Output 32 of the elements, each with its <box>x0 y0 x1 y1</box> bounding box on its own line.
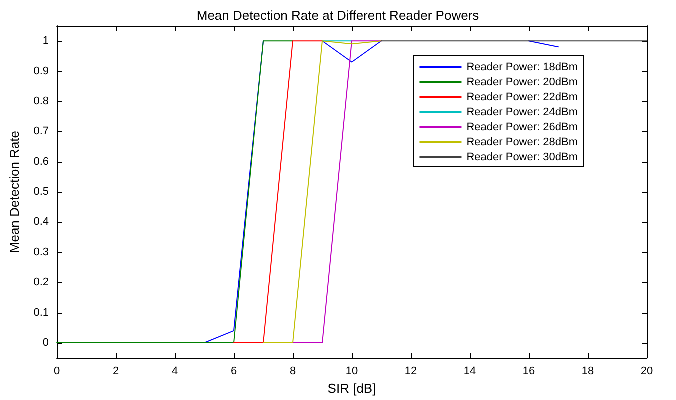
x-tick-label: 10 <box>346 366 358 378</box>
y-tick-label: 0.8 <box>34 95 49 108</box>
legend-label: Reader Power: 18dBm <box>466 62 578 74</box>
chart-title: Mean Detection Rate at Different Reader Powers <box>196 8 480 23</box>
y-tick-label: 1 <box>42 35 49 48</box>
legend-label: Reader Power: 26dBm <box>466 122 578 134</box>
y-tick-label: 0 <box>42 337 49 350</box>
x-tick-label: 6 <box>230 366 238 378</box>
y-tick-label: 0.5 <box>34 186 49 198</box>
x-tick-label: 20 <box>640 366 654 378</box>
legend-label: Reader Power: 28dBm <box>466 136 578 148</box>
x-tick-label: 2 <box>112 366 120 378</box>
x-tick-label: 8 <box>290 366 296 378</box>
y-tick-label: 0.7 <box>34 126 49 138</box>
y-tick-label: 0.1 <box>34 306 49 319</box>
x-tick-label: 4 <box>172 366 178 378</box>
legend-label: Reader Power: 24dBm <box>466 106 578 118</box>
y-tick-label: 0.6 <box>34 156 49 168</box>
y-tick-label: 0.4 <box>34 216 49 228</box>
y-tick-label: 0.9 <box>34 65 49 78</box>
legend-label: Reader Power: 20dBm <box>466 76 578 88</box>
legend-label: Reader Power: 30dBm <box>466 152 578 164</box>
x-tick-label: 16 <box>522 366 536 378</box>
x-tick-label: 0 <box>54 366 60 378</box>
x-axis-title: SIR [dB] <box>328 381 376 396</box>
x-tick-label: 12 <box>404 366 418 378</box>
y-tick-label: 0.2 <box>34 276 49 289</box>
x-tick-label: 14 <box>464 366 476 378</box>
y-axis-title: Mean Detection Rate <box>7 130 22 254</box>
y-tick-label: 0.3 <box>34 246 49 258</box>
legend-label: Reader Power: 22dBm <box>466 92 578 104</box>
x-tick-label: 18 <box>582 366 594 378</box>
